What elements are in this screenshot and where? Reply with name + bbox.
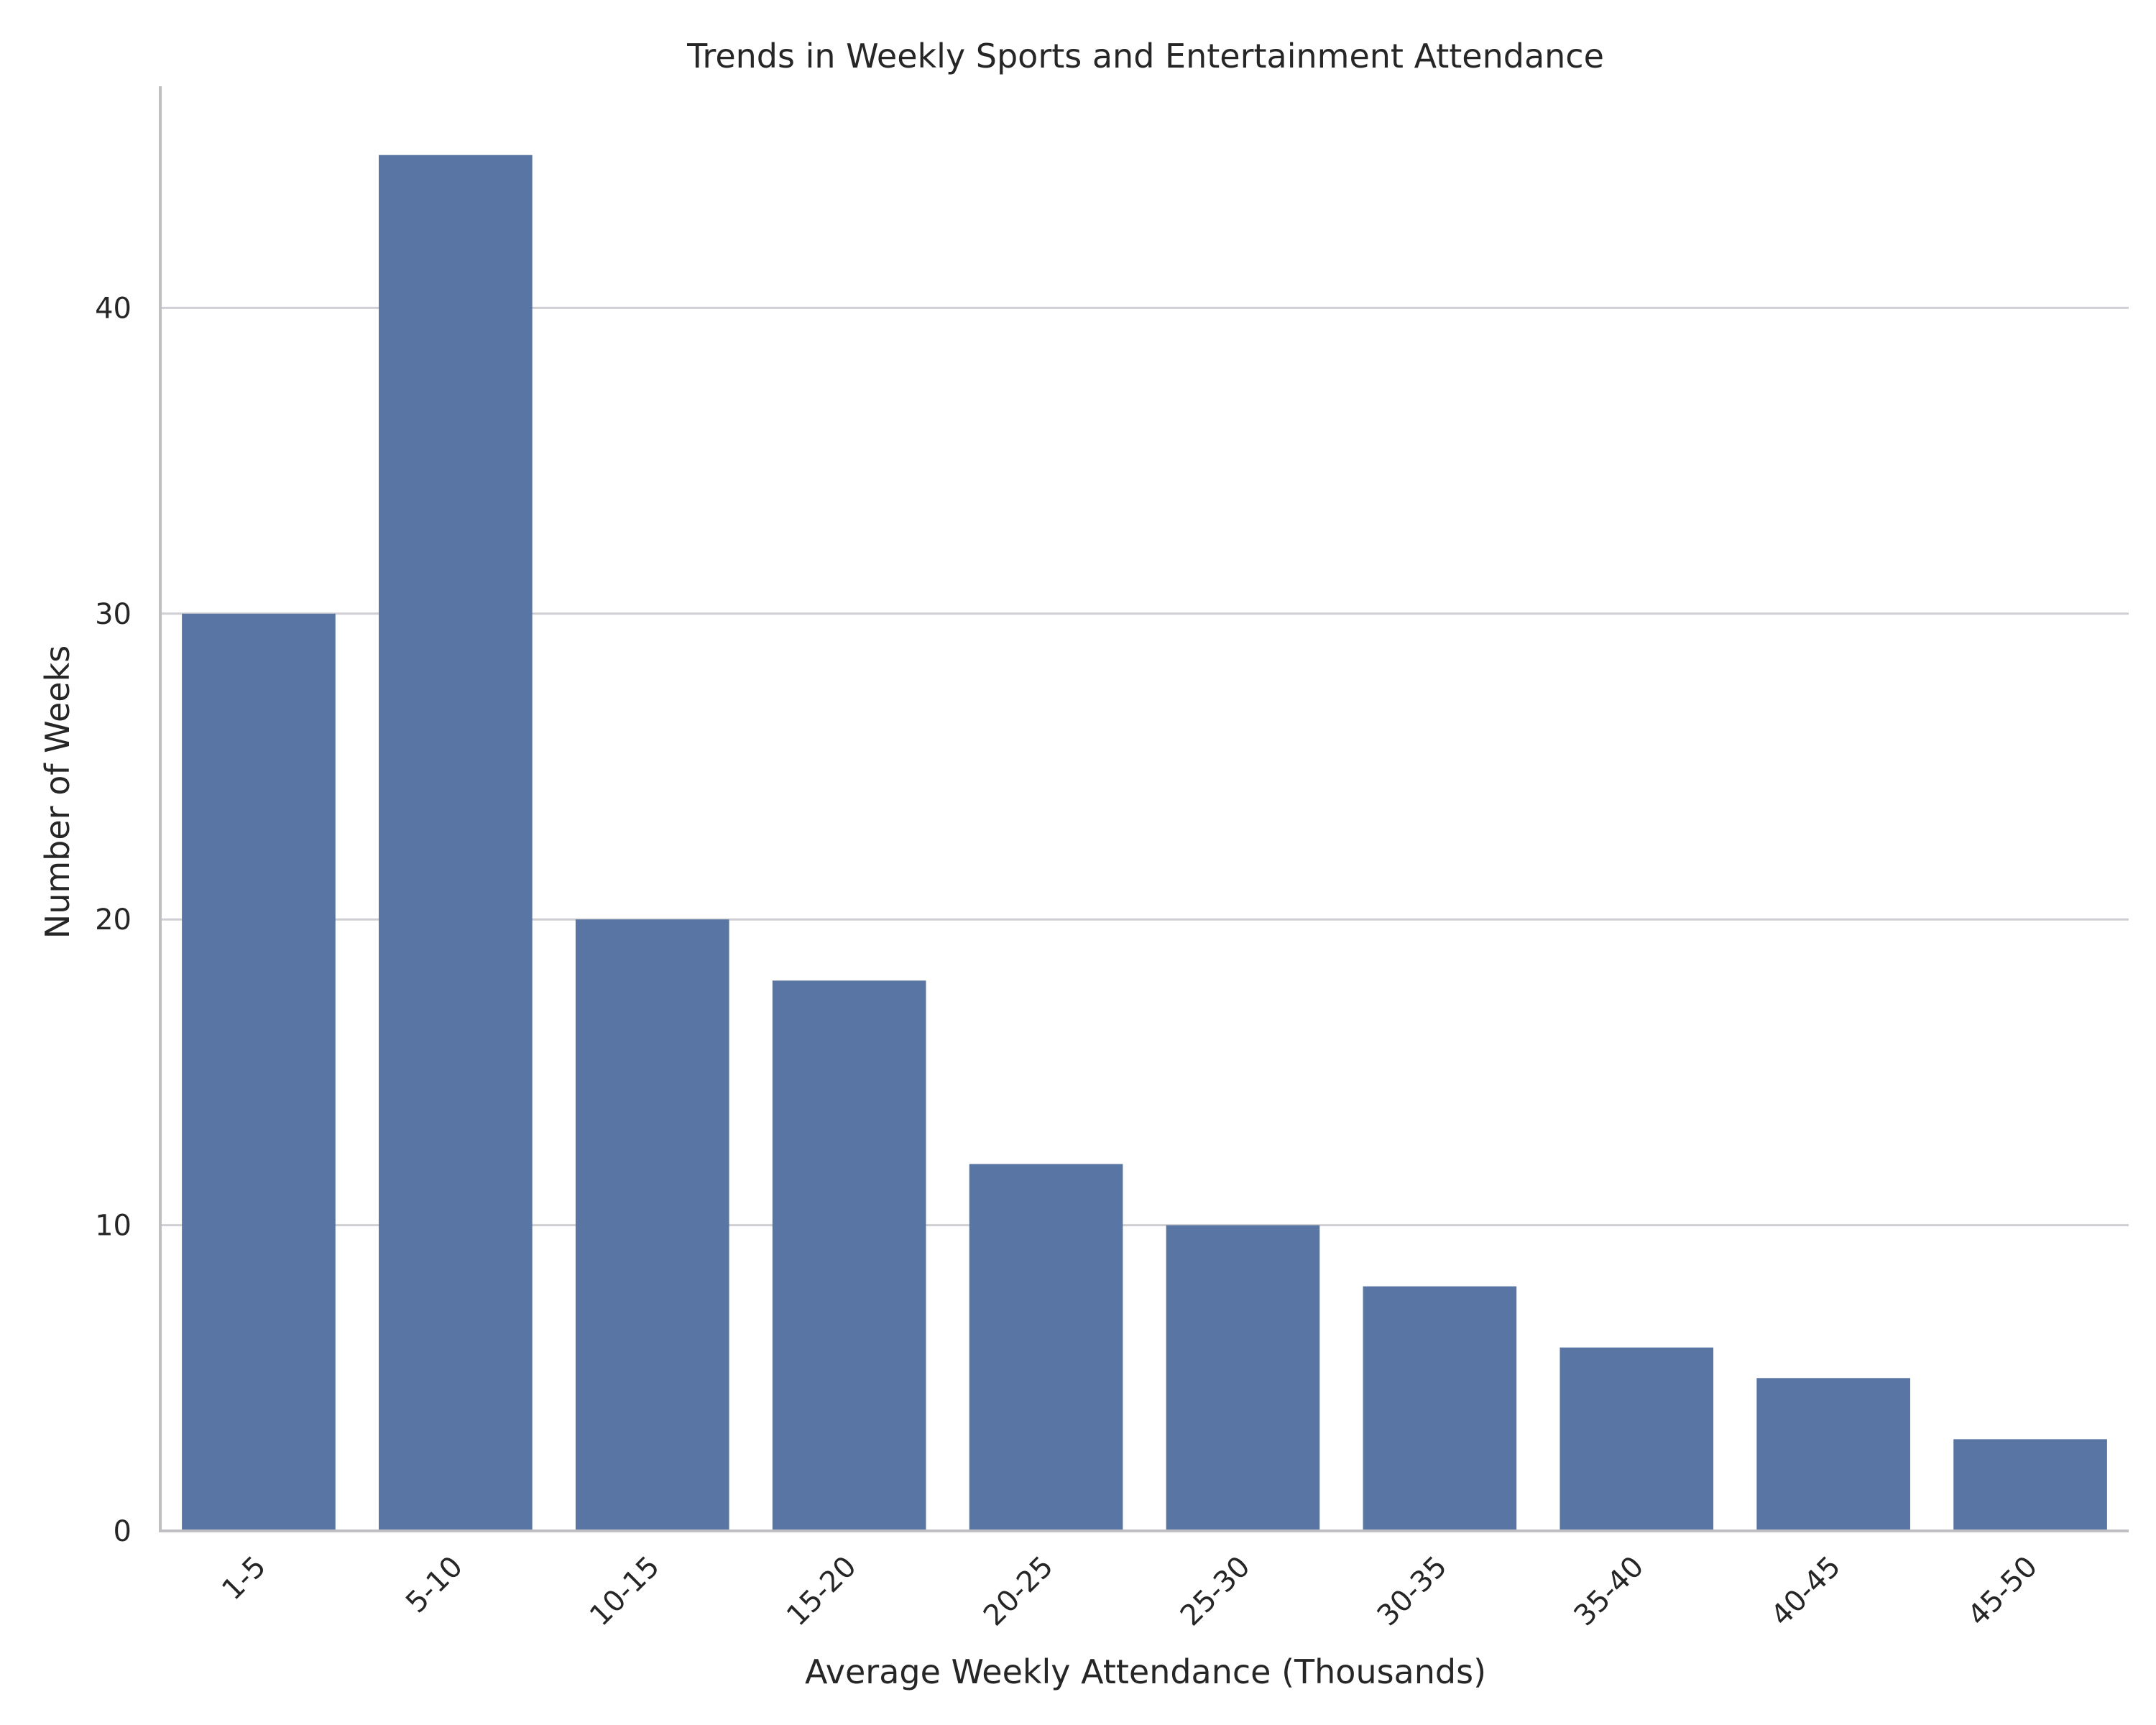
y-tick-label: 10 xyxy=(95,1210,132,1243)
bar xyxy=(1363,1286,1517,1531)
bar xyxy=(1756,1378,1910,1531)
x-axis-label: Average Weekly Attendance (Thousands) xyxy=(805,1652,1486,1691)
x-tick-label: 25-30 xyxy=(1174,1550,1257,1633)
bar xyxy=(182,613,336,1531)
bar xyxy=(379,155,533,1532)
bar xyxy=(1166,1225,1320,1531)
x-tick-label: 5-10 xyxy=(400,1550,469,1620)
x-tick-label: 45-50 xyxy=(1961,1550,2044,1633)
bar xyxy=(1953,1439,2107,1531)
bar xyxy=(575,919,729,1531)
chart-title: Trends in Weekly Sports and Entertainmen… xyxy=(686,37,1604,75)
y-tick-labels: 0 10 20 30 40 xyxy=(95,292,132,1548)
y-tick-label: 40 xyxy=(95,292,132,325)
x-tick-labels: 1-5 5-10 10-15 15-20 20-25 25-30 30-35 35-40 40-… xyxy=(216,1550,2044,1633)
x-tick-label: 35-40 xyxy=(1568,1550,1651,1633)
x-tick-label: 30-35 xyxy=(1371,1550,1454,1633)
x-tick-label: 10-15 xyxy=(584,1550,666,1633)
y-tick-label: 20 xyxy=(95,903,132,937)
bars xyxy=(182,155,2107,1532)
x-tick-label: 20-25 xyxy=(977,1550,1060,1633)
y-tick-label: 0 xyxy=(114,1515,132,1548)
y-tick-label: 30 xyxy=(95,598,132,631)
x-tick-label: 40-45 xyxy=(1765,1550,1848,1633)
bar xyxy=(1560,1347,1714,1531)
y-axis-label: Number of Weeks xyxy=(38,645,77,939)
x-tick-label: 15-20 xyxy=(780,1550,863,1633)
bar xyxy=(969,1164,1123,1531)
x-tick-label: 1-5 xyxy=(216,1550,272,1607)
bar xyxy=(772,980,926,1531)
